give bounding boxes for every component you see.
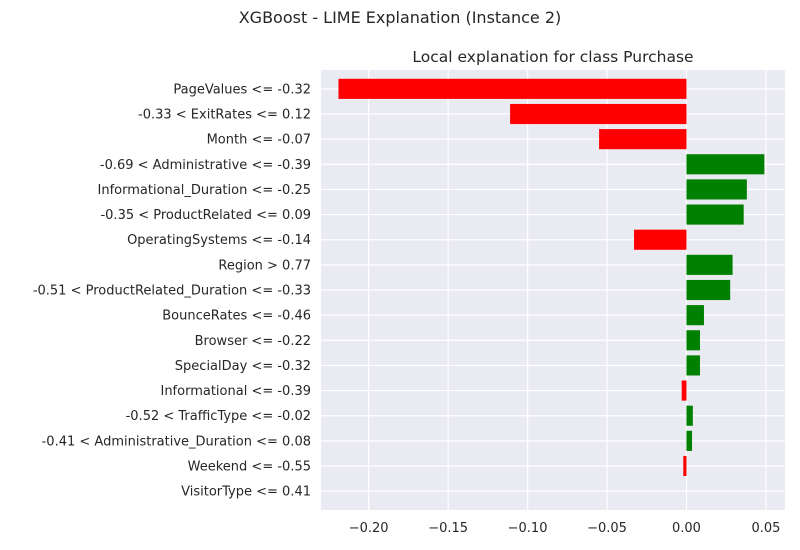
bar (686, 254, 733, 275)
bar (681, 380, 687, 401)
y-tick-label: Weekend <= -0.55 (188, 460, 311, 475)
bars (338, 78, 765, 477)
bar (686, 355, 700, 376)
bar (686, 430, 693, 451)
bar (338, 78, 687, 99)
y-tick-label: SpecialDay <= -0.32 (175, 359, 311, 374)
y-tick-label: PageValues <= -0.32 (173, 82, 311, 97)
bar (634, 229, 687, 250)
x-tick-label: 0.05 (751, 521, 780, 536)
x-tick-labels: −0.20 −0.15 −0.10 −0.05 0.00 0.05 (349, 521, 781, 536)
y-tick-label: Informational <= -0.39 (160, 384, 311, 399)
bar (686, 204, 744, 225)
y-tick-label: -0.51 < ProductRelated_Duration <= -0.33 (33, 284, 311, 299)
bar (686, 305, 704, 326)
y-tick-label: VisitorType <= 0.41 (181, 485, 311, 500)
bar (686, 330, 700, 351)
y-tick-label: Browser <= -0.22 (195, 334, 311, 349)
bar (683, 455, 687, 477)
y-tick-labels: PageValues <= -0.32 -0.33 < ExitRates <= … (33, 82, 311, 499)
x-tick-label: −0.15 (428, 521, 468, 536)
y-tick-label: Region > 0.77 (218, 258, 311, 273)
y-tick-label: Informational_Duration <= -0.25 (98, 183, 311, 198)
bar (686, 154, 765, 175)
y-tick-label: -0.33 < ExitRates <= 0.12 (138, 108, 311, 123)
x-tick-label: −0.05 (587, 521, 627, 536)
y-tick-label: -0.41 < Administrative_Duration <= 0.08 (42, 434, 311, 449)
bar (510, 103, 687, 125)
x-tick-label: −0.20 (349, 521, 389, 536)
bar (686, 279, 731, 301)
figure-suptitle: XGBoost - LIME Explanation (Instance 2) (238, 8, 562, 27)
y-tick-label: -0.35 < ProductRelated <= 0.09 (100, 208, 311, 223)
y-tick-label: Month <= -0.07 (207, 133, 311, 148)
y-tick-label: OperatingSystems <= -0.14 (127, 233, 311, 248)
bar (599, 129, 687, 150)
y-tick-label: BounceRates <= -0.46 (162, 309, 311, 324)
y-tick-label: -0.69 < Administrative <= -0.39 (100, 158, 311, 173)
bar (686, 405, 693, 426)
y-tick-label: -0.52 < TrafficType <= -0.02 (126, 409, 311, 424)
x-tick-label: 0.00 (672, 521, 701, 536)
bar (686, 179, 747, 200)
chart-title: Local explanation for class Purchase (412, 48, 693, 66)
x-tick-label: −0.10 (508, 521, 548, 536)
